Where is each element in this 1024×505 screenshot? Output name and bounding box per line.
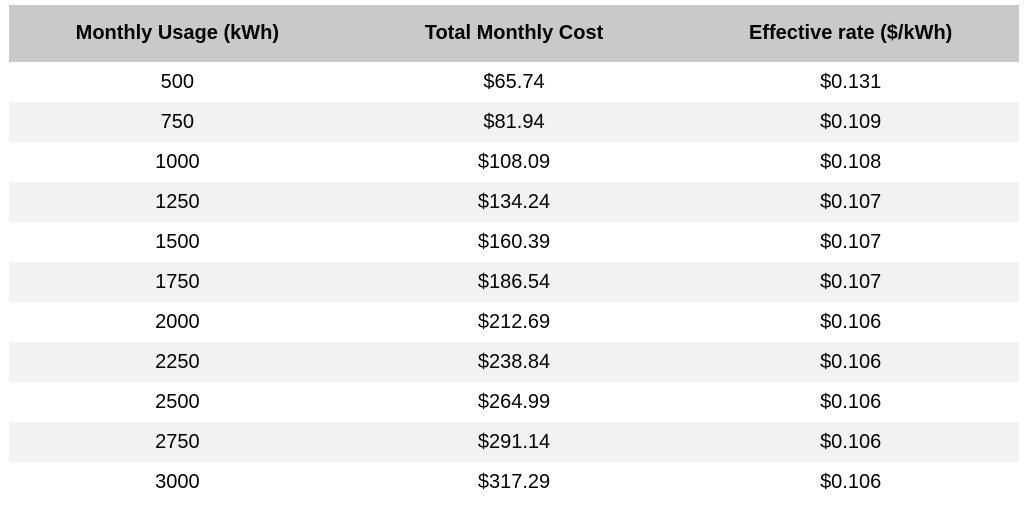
rate-cell: $0.107 <box>682 262 1019 302</box>
table-row: 2000 $212.69 $0.106 <box>9 302 1019 342</box>
table-row: 1750 $186.54 $0.107 <box>9 262 1019 302</box>
rate-cell: $0.109 <box>682 102 1019 142</box>
cost-cell: $212.69 <box>345 302 683 342</box>
usage-cell: 2250 <box>9 342 346 382</box>
table-header: Monthly Usage (kWh) Total Monthly Cost E… <box>9 5 1019 62</box>
cost-cell: $134.24 <box>345 182 683 222</box>
rate-cell: $0.106 <box>682 342 1019 382</box>
table-row: 3000 $317.29 $0.106 <box>9 462 1019 502</box>
rate-cell: $0.106 <box>682 382 1019 422</box>
table-row: 2250 $238.84 $0.106 <box>9 342 1019 382</box>
rate-cell: $0.106 <box>682 302 1019 342</box>
usage-cell: 2500 <box>9 382 346 422</box>
table-row: 500 $65.74 $0.131 <box>9 62 1019 102</box>
table-row: 1500 $160.39 $0.107 <box>9 222 1019 262</box>
electricity-rates-table-container: Monthly Usage (kWh) Total Monthly Cost E… <box>9 5 1019 502</box>
cost-cell: $160.39 <box>345 222 683 262</box>
cost-cell: $81.94 <box>345 102 683 142</box>
usage-cell: 1500 <box>9 222 346 262</box>
usage-cell: 3000 <box>9 462 346 502</box>
cost-cell: $186.54 <box>345 262 683 302</box>
cost-cell: $291.14 <box>345 422 683 462</box>
rate-cell: $0.107 <box>682 182 1019 222</box>
table-row: 750 $81.94 $0.109 <box>9 102 1019 142</box>
rate-cell: $0.107 <box>682 222 1019 262</box>
cost-cell: $317.29 <box>345 462 683 502</box>
cost-cell: $238.84 <box>345 342 683 382</box>
table-row: 2750 $291.14 $0.106 <box>9 422 1019 462</box>
cost-cell: $108.09 <box>345 142 683 182</box>
usage-cell: 750 <box>9 102 346 142</box>
table-row: 1250 $134.24 $0.107 <box>9 182 1019 222</box>
column-header-monthly-usage: Monthly Usage (kWh) <box>9 5 346 62</box>
usage-cell: 500 <box>9 62 346 102</box>
rate-cell: $0.131 <box>682 62 1019 102</box>
rate-cell: $0.106 <box>682 422 1019 462</box>
usage-cell: 2750 <box>9 422 346 462</box>
rate-cell: $0.106 <box>682 462 1019 502</box>
table-body: 500 $65.74 $0.131 750 $81.94 $0.109 1000… <box>9 62 1019 502</box>
cost-cell: $264.99 <box>345 382 683 422</box>
column-header-total-monthly-cost: Total Monthly Cost <box>345 5 683 62</box>
electricity-rates-table: Monthly Usage (kWh) Total Monthly Cost E… <box>9 5 1019 502</box>
column-header-effective-rate: Effective rate ($/kWh) <box>682 5 1019 62</box>
usage-cell: 1750 <box>9 262 346 302</box>
rate-cell: $0.108 <box>682 142 1019 182</box>
usage-cell: 2000 <box>9 302 346 342</box>
table-row: 2500 $264.99 $0.106 <box>9 382 1019 422</box>
table-row: 1000 $108.09 $0.108 <box>9 142 1019 182</box>
usage-cell: 1000 <box>9 142 346 182</box>
cost-cell: $65.74 <box>345 62 683 102</box>
usage-cell: 1250 <box>9 182 346 222</box>
table-header-row: Monthly Usage (kWh) Total Monthly Cost E… <box>9 5 1019 62</box>
